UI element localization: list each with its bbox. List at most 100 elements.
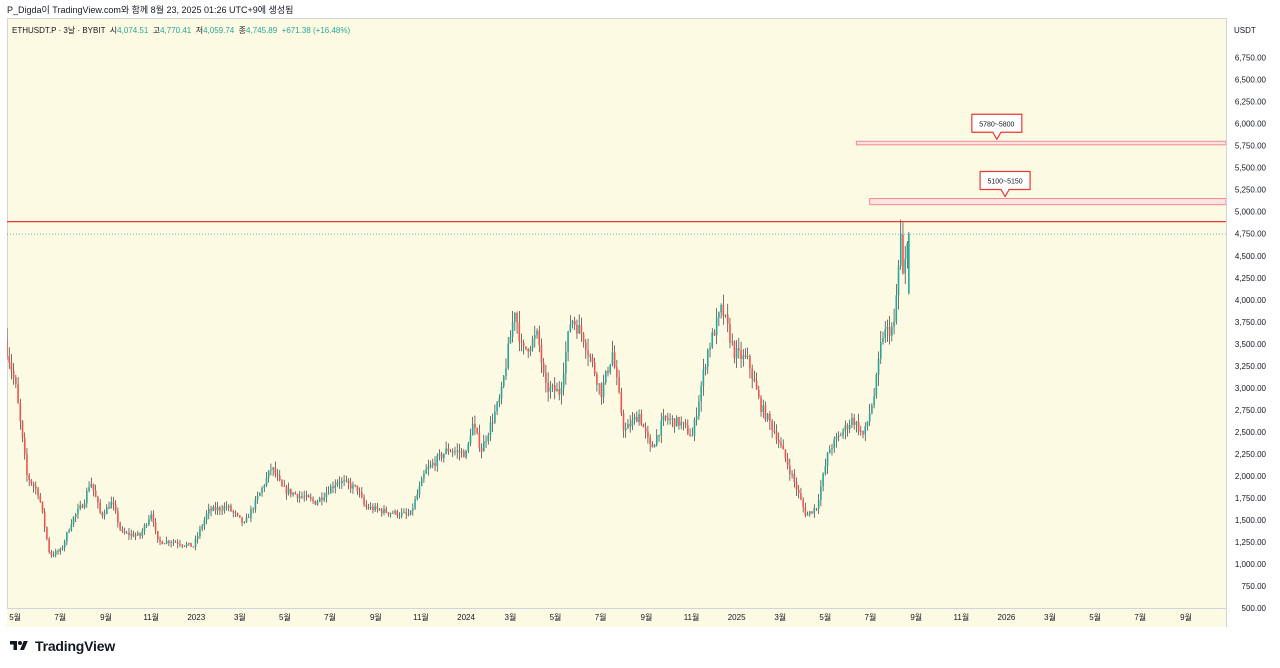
candle xyxy=(673,418,676,433)
candle-body xyxy=(63,541,66,548)
candle xyxy=(223,502,226,514)
candle-body xyxy=(267,470,270,478)
candle xyxy=(103,509,106,520)
candle xyxy=(596,371,598,392)
candle xyxy=(627,419,629,429)
candle xyxy=(879,330,882,364)
candle-body xyxy=(642,424,645,428)
candle-body xyxy=(589,355,592,358)
candle xyxy=(48,537,50,554)
x-tick-label: 11월 xyxy=(143,612,159,622)
candle xyxy=(893,308,895,335)
candle-body xyxy=(724,314,727,316)
candle-body xyxy=(655,435,658,445)
candle xyxy=(394,509,396,515)
candle-body xyxy=(476,427,478,433)
candle-body xyxy=(434,463,436,467)
candle-body xyxy=(624,428,627,431)
candle-body xyxy=(888,327,891,336)
candle xyxy=(527,348,529,358)
y-tick-label: 2,500.00 xyxy=(1235,428,1267,437)
candle xyxy=(826,451,829,474)
candle xyxy=(451,448,454,458)
candle-body xyxy=(571,320,574,325)
candle-body xyxy=(108,507,110,509)
candle xyxy=(664,415,667,422)
candle-body xyxy=(230,505,232,511)
candle xyxy=(227,504,230,512)
candle xyxy=(758,385,760,400)
candle-body xyxy=(99,502,101,513)
candle-body xyxy=(527,348,529,352)
candle-body xyxy=(372,506,374,511)
x-tick-label: 2024 xyxy=(457,613,475,622)
candle-body xyxy=(775,431,778,441)
y-tick-label: 4,000.00 xyxy=(1235,296,1267,305)
candle xyxy=(680,416,682,430)
candle xyxy=(766,412,769,422)
candle xyxy=(567,330,569,362)
candle-body xyxy=(753,378,756,382)
candle-body xyxy=(722,305,725,316)
candle-body xyxy=(658,435,660,436)
y-tick-label: 4,500.00 xyxy=(1235,252,1267,261)
candle-body xyxy=(860,430,862,432)
candle-body xyxy=(536,330,538,336)
candle xyxy=(882,331,884,345)
tradingview-logo-icon xyxy=(10,641,28,650)
candle-body xyxy=(738,348,740,350)
candle-body xyxy=(556,389,558,392)
open-value: 4,074.51 xyxy=(117,26,149,35)
candle-body xyxy=(826,453,829,467)
candle xyxy=(7,328,8,360)
candle-body xyxy=(159,539,161,542)
candle-body xyxy=(740,349,742,360)
change-value: +671.38 (+16.48%) xyxy=(281,26,351,35)
candle-body xyxy=(157,530,159,540)
candle-body xyxy=(392,513,394,514)
x-tick-label: 9월 xyxy=(1180,612,1192,622)
candle xyxy=(733,340,736,364)
candle-body xyxy=(123,531,126,533)
candle-body xyxy=(119,522,121,529)
candle-body xyxy=(352,484,354,489)
candle-body xyxy=(478,432,481,448)
x-tick-label: 3월 xyxy=(505,612,517,622)
candle xyxy=(565,341,567,385)
candle xyxy=(128,527,130,540)
high-label: 고 xyxy=(152,26,161,35)
candle xyxy=(531,335,534,352)
candle-body xyxy=(292,492,294,495)
tradingview-brand[interactable]: TradingView xyxy=(8,638,115,654)
candle xyxy=(536,328,538,339)
candle xyxy=(616,359,618,386)
x-tick-label: 7월 xyxy=(54,612,66,622)
candle-body xyxy=(695,416,698,420)
candle xyxy=(72,516,75,527)
price-chart[interactable]: 4,887.644,745.8907:33:445780~58005100~51… xyxy=(7,18,1270,627)
candle-body xyxy=(143,525,146,532)
candle-body xyxy=(862,430,864,435)
candle xyxy=(412,503,414,516)
candle-body xyxy=(28,475,30,481)
candle xyxy=(445,441,447,455)
candle-body xyxy=(773,430,776,432)
candle xyxy=(722,294,725,325)
candle xyxy=(851,413,853,428)
candle-body xyxy=(336,482,339,486)
candle xyxy=(236,512,239,517)
annotations: 4,887.644,745.8907:33:445780~58005100~51… xyxy=(7,113,1270,251)
candle-body xyxy=(285,486,288,494)
candle-body xyxy=(418,485,421,495)
candle xyxy=(809,510,811,517)
candle xyxy=(123,527,126,535)
candle-body xyxy=(647,431,649,438)
x-tick-label: 5월 xyxy=(1089,612,1101,622)
candle xyxy=(110,496,113,509)
candle xyxy=(181,543,183,549)
candle-body xyxy=(828,449,831,454)
candle xyxy=(247,513,250,519)
candle-body xyxy=(15,377,17,385)
candle-body xyxy=(256,496,259,500)
y-tick-label: 4,250.00 xyxy=(1235,274,1267,283)
